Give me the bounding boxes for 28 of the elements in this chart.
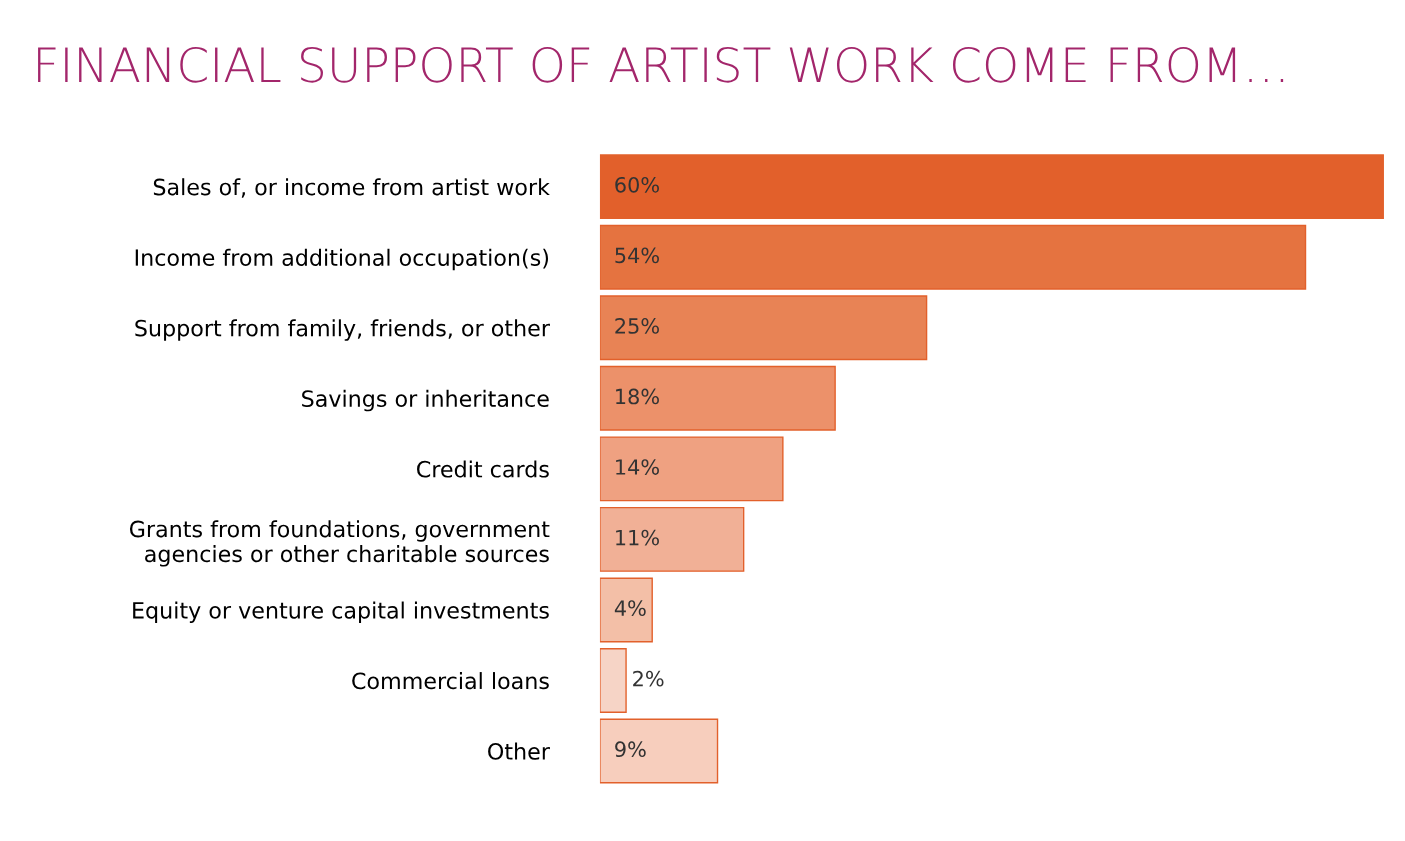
chart-title: FINANCIAL SUPPORT OF ARTIST WORK COME FROM… [38,46,1284,83]
bar [599,224,1307,290]
bar [599,365,836,431]
y-tick-label: Commercial loans [352,672,549,690]
data-label: 54% [615,247,659,264]
data-label: 18% [616,388,659,405]
data-label: 60% [615,176,659,193]
y-tick-label: Grants from foundations, government agencies or other charitable sources [129,520,550,567]
data-label: 25% [615,318,659,334]
bar [599,154,1384,220]
bar [599,577,653,643]
bar [599,506,745,572]
y-tick-label: Credit cards [417,460,549,478]
data-label: 4% [614,600,646,616]
bar [599,648,627,713]
y-tick-label: Savings or inheritance [302,389,549,412]
data-label: 2% [633,670,664,687]
y-tick-label: Support from family, friends, or other [135,319,550,341]
bar [599,295,928,361]
y-tick-label: Equity or venture capital investments [133,601,549,624]
bar [599,436,784,502]
y-tick-label: Income from additional occupation(s) [135,248,549,271]
bar [599,718,719,784]
data-label: 11% [616,529,659,546]
y-tick-label: Other [488,742,550,760]
y-tick-label: Sales of, or income from artist work [153,178,550,198]
data-label: 9% [615,741,646,758]
data-label: 14% [616,459,659,475]
